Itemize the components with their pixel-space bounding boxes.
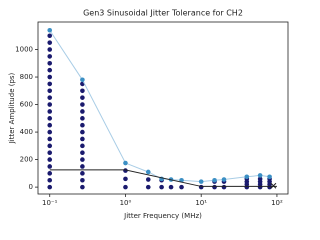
x-marker <box>270 182 277 189</box>
point <box>47 109 53 114</box>
point <box>80 122 85 128</box>
point <box>80 164 85 169</box>
point <box>80 143 85 149</box>
point <box>47 102 53 107</box>
series-line <box>49 169 277 187</box>
plot-frame <box>37 21 289 195</box>
x-tick-label: 10⁰ <box>120 199 132 207</box>
point <box>80 129 85 135</box>
point <box>47 143 53 149</box>
point <box>80 171 85 176</box>
point <box>80 109 85 114</box>
point <box>145 184 151 190</box>
point <box>80 116 85 121</box>
point <box>80 157 85 162</box>
chart: Gen3 Sinusoidal Jitter Tolerance for CH2… <box>8 9 289 220</box>
y-tick-label: 400 <box>20 128 33 136</box>
y-tick-label: 800 <box>20 73 33 81</box>
point <box>80 177 85 183</box>
point <box>221 177 227 182</box>
point <box>47 157 53 162</box>
point <box>47 40 53 45</box>
point <box>123 176 128 182</box>
point <box>123 184 128 190</box>
point <box>47 177 53 183</box>
point <box>80 184 85 190</box>
point <box>47 74 53 80</box>
point <box>212 184 217 190</box>
point <box>267 174 272 180</box>
point <box>198 184 204 190</box>
point <box>145 177 151 182</box>
point <box>47 95 53 100</box>
y-tick-label: 600 <box>20 101 33 109</box>
point <box>47 171 53 176</box>
y-tick-label: 1000 <box>15 46 33 54</box>
point <box>123 160 128 166</box>
point <box>80 136 85 142</box>
point <box>47 150 53 156</box>
point <box>80 150 85 156</box>
chart-title: Gen3 Sinusoidal Jitter Tolerance for CH2 <box>83 9 243 18</box>
point <box>80 88 85 94</box>
point <box>47 27 53 33</box>
point <box>80 77 85 83</box>
point <box>198 179 204 184</box>
point <box>244 174 250 180</box>
point <box>47 116 53 121</box>
point <box>221 184 227 190</box>
point <box>47 47 53 52</box>
point <box>47 184 53 190</box>
y-tick-label: 0 <box>29 183 33 191</box>
point <box>47 164 53 169</box>
x-tick-label: 10² <box>271 199 283 207</box>
point <box>168 184 174 190</box>
point <box>47 60 53 66</box>
y-tick-label: 200 <box>20 156 33 164</box>
point <box>212 177 217 183</box>
point <box>47 81 53 87</box>
point <box>179 184 184 190</box>
point <box>257 173 263 178</box>
point <box>47 33 53 39</box>
point <box>47 67 53 73</box>
point <box>80 102 85 107</box>
point <box>159 184 164 190</box>
point <box>47 129 53 135</box>
point <box>80 95 85 100</box>
x-axis-label: Jitter Frequency (MHz) <box>123 212 202 220</box>
point <box>47 54 53 59</box>
point <box>145 169 151 175</box>
x-tick-label: 10⁻¹ <box>42 199 58 207</box>
point <box>47 88 53 94</box>
y-axis-label: Jitter Amplitude (ps) <box>8 72 16 144</box>
x-tick-label: 10¹ <box>195 199 207 207</box>
point <box>257 176 263 182</box>
point <box>47 122 53 128</box>
point <box>47 136 53 142</box>
